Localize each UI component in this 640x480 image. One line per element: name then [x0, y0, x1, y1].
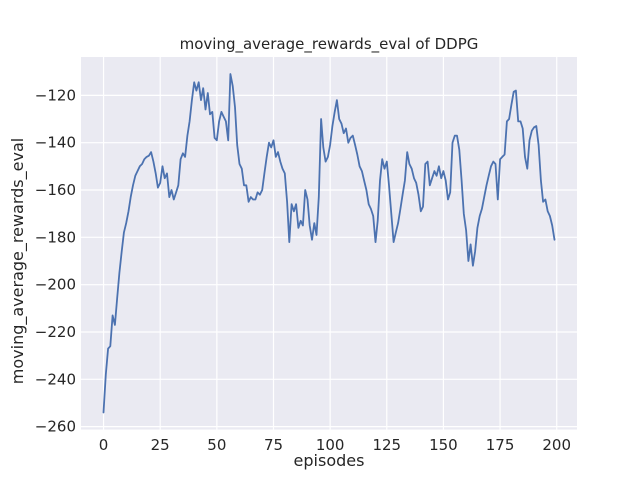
y-tick-label: −240 — [35, 370, 76, 388]
x-tick-label: 50 — [207, 436, 226, 454]
plot-area: 0 25 50 75 100 125 150 175 200 −260 −240 −220 −200 −1… — [35, 57, 577, 454]
chart-title: moving_average_rewards_eval of DDPG — [180, 35, 479, 54]
y-tick-label: −220 — [35, 323, 76, 341]
x-tick-label: 25 — [151, 436, 170, 454]
x-tick-label: 0 — [99, 436, 109, 454]
y-axis-label: moving_average_rewards_eval — [8, 138, 28, 384]
y-tick-label: −120 — [35, 86, 76, 104]
y-tick-label: −260 — [35, 418, 76, 436]
x-tick-label: 75 — [264, 436, 283, 454]
x-tick-label: 100 — [316, 436, 345, 454]
x-axis-label: episodes — [294, 451, 365, 470]
y-tick-label: −160 — [35, 181, 76, 199]
x-tick-label: 150 — [429, 436, 458, 454]
y-tick-label: −200 — [35, 276, 76, 294]
x-tick-label: 125 — [372, 436, 401, 454]
plot-background — [81, 57, 577, 430]
data-line-ddpg — [102, 73, 556, 414]
x-tick-label: 175 — [486, 436, 515, 454]
x-tick-label: 200 — [542, 436, 571, 454]
y-tick-label: −180 — [35, 228, 76, 246]
y-tick-label: −140 — [35, 134, 76, 152]
